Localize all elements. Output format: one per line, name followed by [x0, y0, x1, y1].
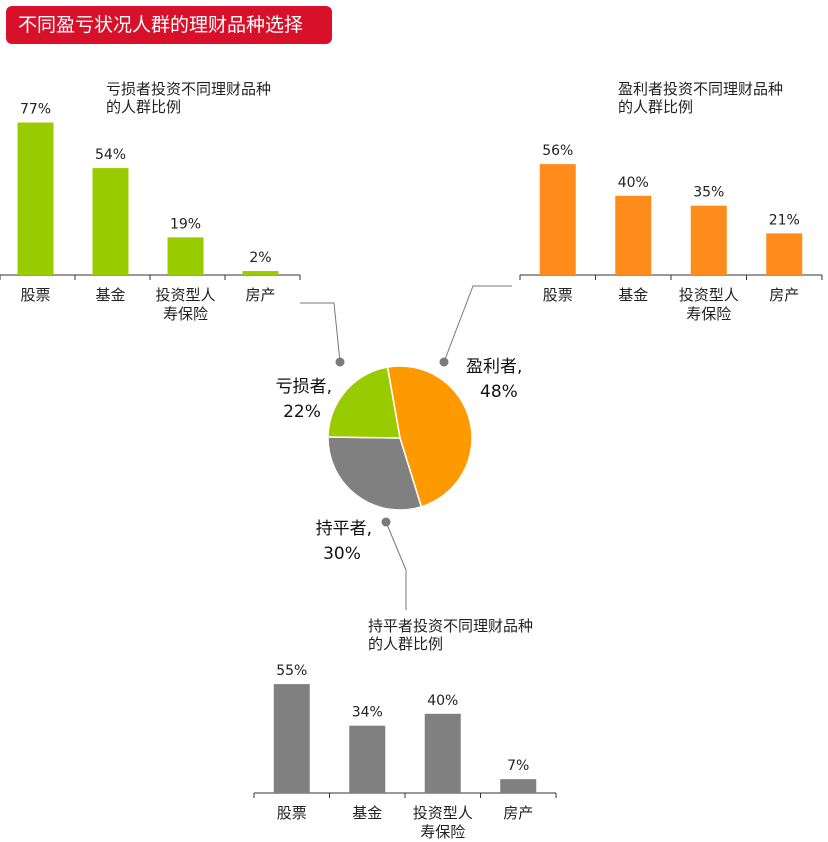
profit-pie-label: 盈利者,	[466, 357, 522, 377]
loss-bar	[242, 271, 279, 275]
pie-slice-loss	[327, 366, 401, 439]
breakeven-connector	[385, 521, 407, 610]
loss-pie-percent: 22%	[283, 402, 321, 422]
breakeven-category-label: 股票	[277, 804, 307, 822]
loss-category-label: 基金	[95, 286, 125, 304]
loss-connector-dot	[335, 357, 345, 367]
profit-connector-dot	[439, 357, 449, 367]
breakeven-bar	[424, 713, 461, 793]
loss-value-label: 19%	[170, 216, 201, 232]
breakeven-bar	[273, 684, 310, 793]
profit-value-label: 35%	[693, 185, 724, 201]
loss-pie-label: 亏损者,	[276, 377, 332, 397]
profit-value-label: 21%	[769, 212, 800, 228]
loss-category-label: 股票	[20, 286, 50, 304]
loss-bar	[17, 122, 54, 275]
profit-category-label: 投资型人	[679, 286, 739, 304]
profit-value-label: 56%	[542, 143, 573, 159]
breakeven-value-label: 7%	[507, 758, 529, 774]
loss-bar	[167, 237, 204, 275]
pie-slice-breakeven	[327, 436, 423, 511]
breakeven-connector-dot	[381, 517, 391, 527]
profit-category-label: 寿保险	[686, 305, 731, 323]
breakeven-chart-title-line1: 持平者投资不同理财品种	[368, 617, 534, 635]
breakeven-bar	[349, 725, 386, 793]
profit-category-label: 房产	[769, 286, 799, 304]
page-title: 不同盈亏状况人群的理财品种选择	[6, 6, 332, 44]
breakeven-value-label: 34%	[352, 705, 383, 721]
loss-chart-title-line2: 的人群比例	[106, 98, 182, 116]
loss-category-label: 房产	[245, 286, 275, 304]
pie-slice-profit	[386, 365, 473, 508]
profit-bar	[766, 233, 803, 275]
loss-category-label: 寿保险	[163, 305, 208, 323]
profit-pie-percent: 48%	[480, 382, 518, 402]
profit-connector	[443, 285, 512, 363]
breakeven-pie-percent: 30%	[323, 544, 361, 564]
loss-category-label: 投资型人	[155, 286, 215, 304]
profit-chart-title-line1: 盈利者投资不同理财品种	[618, 80, 784, 98]
breakeven-value-label: 55%	[276, 663, 307, 679]
loss-connector	[300, 302, 341, 363]
profit-value-label: 40%	[618, 175, 649, 191]
breakeven-category-label: 基金	[352, 804, 382, 822]
breakeven-bar	[500, 779, 537, 793]
profit-chart-title-line2: 的人群比例	[618, 98, 694, 116]
profit-category-label: 股票	[543, 286, 573, 304]
loss-chart-title: 亏损者投资不同理财品种 的人群比例	[106, 80, 271, 116]
breakeven-chart-title-line2: 的人群比例	[368, 635, 444, 653]
loss-chart-title-line1: 亏损者投资不同理财品种	[106, 80, 272, 98]
breakeven-category-label: 投资型人	[413, 804, 473, 822]
breakeven-value-label: 40%	[427, 693, 458, 709]
loss-bar	[92, 168, 129, 275]
profit-category-label: 基金	[618, 286, 648, 304]
breakeven-chart-title: 持平者投资不同理财品种 的人群比例	[368, 617, 533, 653]
breakeven-category-label: 房产	[503, 804, 533, 822]
breakeven-pie-label: 持平者,	[316, 519, 372, 539]
profit-bar	[690, 205, 727, 275]
profit-chart-title: 盈利者投资不同理财品种 的人群比例	[618, 80, 783, 116]
profit-bar	[539, 164, 576, 275]
loss-value-label: 2%	[249, 250, 271, 266]
breakeven-category-label: 寿保险	[420, 823, 465, 841]
profit-bar	[615, 195, 652, 275]
loss-value-label: 77%	[20, 102, 51, 118]
loss-value-label: 54%	[95, 147, 126, 163]
